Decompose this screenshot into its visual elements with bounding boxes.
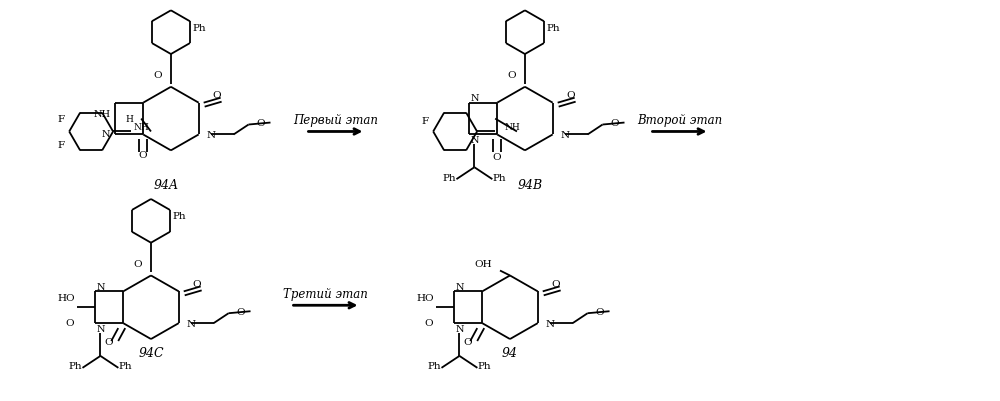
Text: Первый этап: Первый этап: [293, 114, 378, 127]
Text: NH: NH: [93, 110, 110, 119]
Text: Второй этап: Второй этап: [637, 114, 722, 127]
Text: O: O: [139, 150, 147, 160]
Text: Ph: Ph: [428, 361, 441, 371]
Text: N: N: [206, 131, 215, 140]
Text: O: O: [236, 307, 245, 316]
Text: 94A: 94A: [153, 178, 178, 191]
Text: F: F: [422, 117, 429, 126]
Text: 94B: 94B: [517, 178, 542, 191]
Text: NH: NH: [505, 123, 521, 132]
Text: Ph: Ph: [69, 361, 82, 371]
Text: Ph: Ph: [493, 173, 506, 182]
Text: N: N: [545, 319, 554, 328]
Text: 94: 94: [502, 346, 518, 360]
Text: N: N: [455, 324, 464, 333]
Text: Ph: Ph: [443, 173, 456, 182]
Text: O: O: [154, 71, 162, 80]
Text: O: O: [595, 307, 604, 316]
Text: O: O: [566, 91, 575, 100]
Text: N: N: [102, 130, 110, 139]
Text: 94C: 94C: [138, 346, 164, 360]
Text: Ph: Ph: [119, 361, 132, 371]
Text: N: N: [560, 131, 569, 140]
Text: O: O: [424, 318, 433, 327]
Text: Ph: Ph: [478, 361, 491, 371]
Text: O: O: [65, 318, 74, 327]
Text: N: N: [455, 282, 464, 291]
Text: N: N: [470, 136, 479, 145]
Text: O: O: [508, 71, 516, 80]
Text: HO: HO: [417, 293, 435, 302]
Text: N: N: [470, 94, 479, 103]
Text: O: O: [192, 279, 201, 288]
Text: Ph: Ph: [546, 24, 560, 32]
Text: O: O: [104, 337, 113, 346]
Text: F: F: [58, 141, 65, 150]
Text: O: O: [134, 259, 142, 268]
Text: NH: NH: [133, 123, 149, 132]
Text: Ph: Ph: [192, 24, 206, 32]
Text: N: N: [96, 324, 105, 333]
Text: H: H: [125, 115, 133, 124]
Text: O: O: [463, 337, 472, 346]
Text: N: N: [96, 282, 105, 291]
Text: OH: OH: [474, 259, 492, 268]
Text: N: N: [186, 319, 195, 328]
Text: Третий этап: Третий этап: [283, 287, 368, 300]
Text: HO: HO: [58, 293, 76, 302]
Text: O: O: [610, 119, 619, 128]
Text: Ph: Ph: [172, 212, 186, 221]
Text: O: O: [493, 152, 501, 161]
Text: O: O: [551, 279, 560, 288]
Text: O: O: [212, 91, 221, 100]
Text: F: F: [58, 115, 65, 124]
Text: O: O: [256, 119, 265, 128]
